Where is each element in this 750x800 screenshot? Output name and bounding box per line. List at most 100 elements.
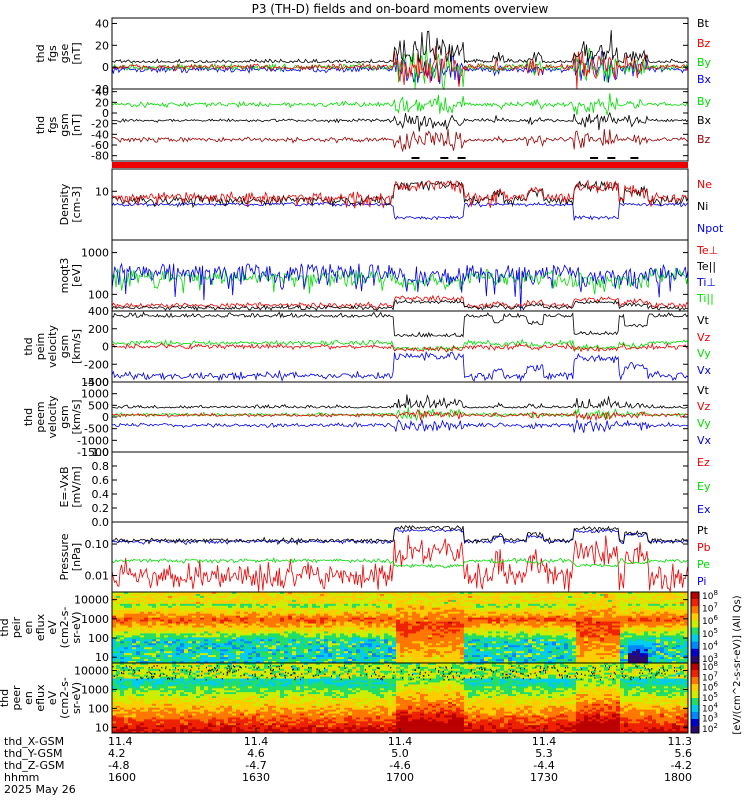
spectrogram-cell <box>500 659 505 662</box>
spectrogram-cell <box>284 592 289 595</box>
spectrogram-cell <box>524 633 529 636</box>
spectrogram-cell <box>448 651 453 654</box>
spectrogram-cell <box>416 643 421 646</box>
spectrogram-cell <box>164 629 169 632</box>
spectrogram-cell <box>448 613 453 616</box>
spectrogram-cell <box>472 637 477 640</box>
spectrogram-cell <box>492 607 497 611</box>
spectrogram-cell <box>316 621 321 624</box>
spectrogram-cell <box>484 611 489 614</box>
spectrogram-cell <box>224 661 229 664</box>
spectrogram-cell <box>452 615 457 618</box>
spectrogram-cell <box>240 637 245 640</box>
y-tick-label: -20 <box>91 83 109 96</box>
spectrogram-cell <box>564 641 569 644</box>
spectrogram-cell <box>592 655 597 658</box>
spectrogram-cell <box>380 601 385 605</box>
spectrogram-cell <box>184 619 189 622</box>
spectrogram-cell <box>180 647 185 650</box>
spectrogram-cell <box>312 619 317 622</box>
spectrogram-cell <box>360 653 365 656</box>
spectrogram-cell <box>564 603 569 607</box>
spectrogram-cell <box>120 649 125 652</box>
y-axis-label-line: [cm-3] <box>70 186 83 222</box>
spectrogram-cell <box>544 607 549 611</box>
y-tick-label: 0.01 <box>85 570 110 583</box>
spectrogram-cell <box>392 592 397 595</box>
spectrogram-cell <box>452 603 457 607</box>
spectrogram-cell <box>312 645 317 648</box>
spectrogram-cell <box>456 639 461 642</box>
spectrogram-cell <box>128 617 133 620</box>
spectrogram-cell <box>132 637 137 640</box>
spectrogram-cell <box>264 659 269 662</box>
spectrogram-cell <box>460 645 465 648</box>
spectrogram-cell <box>452 647 457 650</box>
spectrogram-cell <box>204 635 209 638</box>
spectrogram-cell <box>184 635 189 638</box>
spectrogram-cell <box>556 639 561 642</box>
spectrogram-cell <box>400 641 405 644</box>
spectrogram-cell <box>428 647 433 650</box>
spectrogram-cell <box>304 615 309 618</box>
spectrogram-cell <box>168 617 173 620</box>
spectrogram-cell <box>176 645 181 648</box>
spectrogram-cell <box>356 643 361 646</box>
spectrogram-cell <box>352 639 357 642</box>
spectrogram-cell <box>248 593 253 597</box>
spectrogram-cell <box>284 609 289 613</box>
spectrogram-cell <box>156 593 161 597</box>
spectrogram-cell <box>240 643 245 646</box>
spectrogram-cell <box>188 619 193 622</box>
spectrogram-cell <box>272 659 277 662</box>
spectrogram-cell <box>604 599 609 603</box>
spectrogram-cell <box>592 629 597 632</box>
spectrogram-cell <box>568 641 573 644</box>
spectrogram-cell <box>352 603 357 607</box>
spectrogram-cell <box>128 623 133 626</box>
series-line-4 <box>111 525 689 546</box>
spectrogram-cell <box>292 595 297 599</box>
spectrogram-cell <box>224 639 229 642</box>
spectrogram-cell <box>340 592 345 595</box>
spectrogram-cell <box>288 653 293 656</box>
spectrogram-cell <box>400 637 405 640</box>
spectrogram-cell <box>452 621 457 624</box>
spectrogram-cell <box>552 657 557 660</box>
y-axis-label-line: thd <box>34 44 47 62</box>
spectrogram-cell <box>320 613 325 616</box>
spectrogram-cell <box>248 639 253 642</box>
spectrogram-cell <box>512 629 517 632</box>
legend-label: Ti|| <box>696 292 714 305</box>
spectrogram-cell <box>300 617 305 620</box>
spectrogram-cell <box>148 653 153 656</box>
spectrogram-cell <box>224 653 229 656</box>
spectrogram-cell <box>288 597 293 601</box>
spectrogram-cell <box>152 593 157 597</box>
spectrogram-cell <box>400 647 405 650</box>
spectrogram-cell <box>444 649 449 652</box>
y-axis-label-line: velocity <box>46 395 59 438</box>
spectrogram-cell <box>616 605 621 609</box>
spectrogram-cell <box>244 597 249 601</box>
spectrogram-cell <box>284 625 289 628</box>
spectrogram-cell <box>300 595 305 599</box>
spectrogram-cell <box>232 609 237 613</box>
spectrogram-cell <box>496 627 501 630</box>
spectrogram-cell <box>420 595 425 599</box>
spectrogram-cell <box>164 592 169 595</box>
spectrogram-cell <box>616 613 621 616</box>
spectrogram-cell <box>528 631 533 634</box>
spectrogram-cell <box>520 655 525 658</box>
spectrogram-cell <box>608 607 613 611</box>
spectrogram-cell <box>388 609 393 613</box>
spectrogram-cell <box>528 621 533 624</box>
spectrogram-cell <box>124 601 129 605</box>
spectrogram-cell <box>308 647 313 650</box>
spectrogram-cell <box>304 645 309 648</box>
spectrogram-cell <box>472 631 477 634</box>
spectrogram-cell <box>400 611 405 614</box>
spectrogram-cell <box>516 607 521 611</box>
spectrogram-cell <box>532 597 537 601</box>
spectrogram-cell <box>284 619 289 622</box>
